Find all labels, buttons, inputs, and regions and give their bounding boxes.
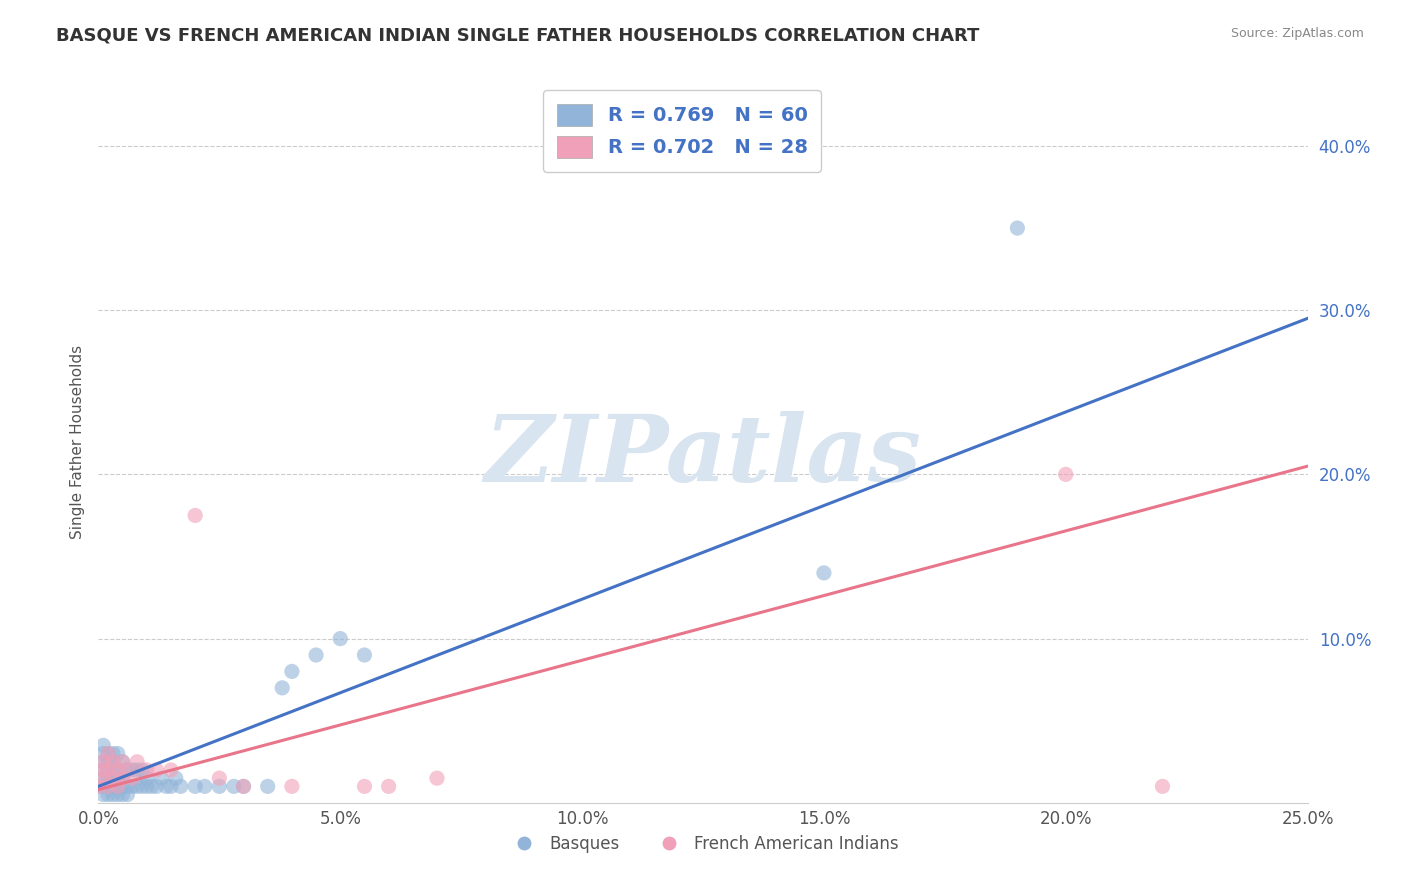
Point — [160, 780, 183, 794]
Point — [232, 780, 254, 794]
Point — [353, 648, 375, 662]
Point — [377, 780, 399, 794]
Point — [111, 755, 134, 769]
Point — [1054, 467, 1077, 482]
Point — [208, 771, 231, 785]
Point — [91, 788, 114, 802]
Point — [101, 763, 124, 777]
Point — [135, 771, 157, 785]
Point — [107, 780, 129, 794]
Point — [111, 771, 134, 785]
Text: BASQUE VS FRENCH AMERICAN INDIAN SINGLE FATHER HOUSEHOLDS CORRELATION CHART: BASQUE VS FRENCH AMERICAN INDIAN SINGLE … — [56, 27, 980, 45]
Point — [127, 755, 149, 769]
Point — [91, 763, 114, 777]
Point — [281, 665, 304, 679]
Point — [117, 763, 139, 777]
Point — [135, 763, 157, 777]
Point — [111, 780, 134, 794]
Point — [184, 508, 207, 523]
Point — [117, 780, 139, 794]
Point — [111, 755, 134, 769]
Point — [107, 763, 129, 777]
Point — [184, 780, 207, 794]
Point — [141, 780, 163, 794]
Y-axis label: Single Father Households: Single Father Households — [69, 344, 84, 539]
Point — [91, 780, 114, 794]
Point — [169, 780, 191, 794]
Point — [101, 780, 124, 794]
Point — [281, 780, 304, 794]
Point — [91, 747, 114, 761]
Point — [107, 763, 129, 777]
Point — [101, 755, 124, 769]
Point — [107, 780, 129, 794]
Text: ZIPatlas: ZIPatlas — [485, 411, 921, 501]
Point — [131, 763, 153, 777]
Point — [91, 755, 114, 769]
Point — [165, 771, 187, 785]
Point — [91, 739, 114, 753]
Point — [208, 780, 231, 794]
Point — [101, 747, 124, 761]
Point — [131, 780, 153, 794]
Point — [97, 788, 120, 802]
Point — [87, 780, 110, 794]
Point — [91, 763, 114, 777]
Point — [121, 771, 143, 785]
Point — [97, 747, 120, 761]
Point — [117, 788, 139, 802]
Point — [97, 747, 120, 761]
Point — [426, 771, 449, 785]
Point — [97, 755, 120, 769]
Point — [813, 566, 835, 580]
Point — [145, 780, 167, 794]
Point — [87, 780, 110, 794]
Point — [150, 771, 173, 785]
Point — [145, 763, 167, 777]
Point — [97, 771, 120, 785]
Point — [101, 771, 124, 785]
Point — [127, 763, 149, 777]
Point — [135, 780, 157, 794]
Point — [232, 780, 254, 794]
Point — [97, 780, 120, 794]
Point — [1007, 221, 1029, 235]
Point — [256, 780, 278, 794]
Point — [305, 648, 328, 662]
Point — [329, 632, 352, 646]
Point — [91, 755, 114, 769]
Point — [222, 780, 245, 794]
Text: Source: ZipAtlas.com: Source: ZipAtlas.com — [1230, 27, 1364, 40]
Point — [107, 747, 129, 761]
Point — [91, 771, 114, 785]
Legend: Basques, French American Indians: Basques, French American Indians — [501, 828, 905, 860]
Point — [117, 763, 139, 777]
Point — [121, 763, 143, 777]
Point — [101, 771, 124, 785]
Point — [271, 681, 294, 695]
Point — [111, 771, 134, 785]
Point — [101, 755, 124, 769]
Point — [194, 780, 217, 794]
Point — [121, 780, 143, 794]
Point — [97, 780, 120, 794]
Point — [353, 780, 375, 794]
Point — [1152, 780, 1174, 794]
Point — [107, 771, 129, 785]
Point — [155, 780, 177, 794]
Point — [127, 780, 149, 794]
Point — [97, 763, 120, 777]
Point — [97, 763, 120, 777]
Point — [101, 788, 124, 802]
Point — [91, 771, 114, 785]
Point — [160, 763, 183, 777]
Point — [111, 788, 134, 802]
Point — [107, 788, 129, 802]
